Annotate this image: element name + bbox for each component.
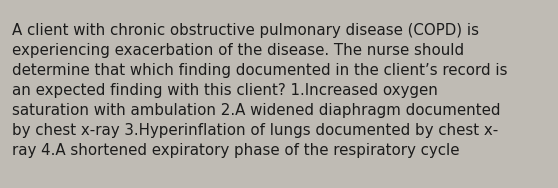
Text: A client with chronic obstructive pulmonary disease (COPD) is
experiencing exace: A client with chronic obstructive pulmon… (12, 23, 508, 158)
